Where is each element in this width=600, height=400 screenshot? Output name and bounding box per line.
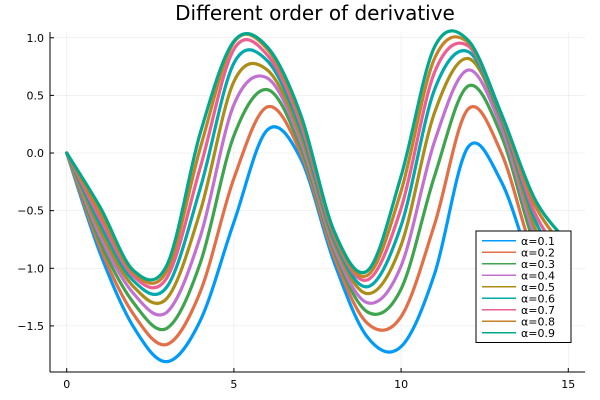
y-tick-label: −0.5: [17, 205, 44, 218]
legend-label-5: α=0.5: [521, 281, 555, 294]
y-tick-label: −1.5: [17, 320, 44, 333]
legend-label-7: α=0.7: [521, 304, 555, 317]
x-tick-label: 5: [230, 378, 237, 391]
y-tick-label: −1.0: [17, 262, 44, 275]
chart-title: Different order of derivative: [175, 1, 455, 25]
legend: α=0.1α=0.2α=0.3α=0.4α=0.5α=0.6α=0.7α=0.8…: [475, 230, 572, 343]
series-group: [65, 29, 570, 364]
y-tick-label: 0.5: [27, 89, 45, 102]
legend-label-8: α=0.8: [521, 315, 555, 328]
y-tick-label: 0.0: [27, 147, 45, 160]
x-tick-label: 0: [63, 378, 70, 391]
y-tick-label: 1.0: [27, 32, 45, 45]
legend-label-9: α=0.9: [521, 327, 555, 340]
legend-label-4: α=0.4: [521, 269, 555, 282]
legend-label-3: α=0.3: [521, 258, 555, 271]
series-line-9: [65, 29, 570, 282]
legend-label-2: α=0.2: [521, 246, 555, 259]
x-tick-label: 15: [561, 378, 575, 391]
legend-label-1: α=0.1: [521, 235, 555, 248]
legend-label-6: α=0.6: [521, 292, 555, 305]
x-tick-label: 10: [394, 378, 408, 391]
axes: 0 5 10 15 1.0 0.5 0.0 −0.5 −1.0 −1.5: [17, 32, 585, 391]
